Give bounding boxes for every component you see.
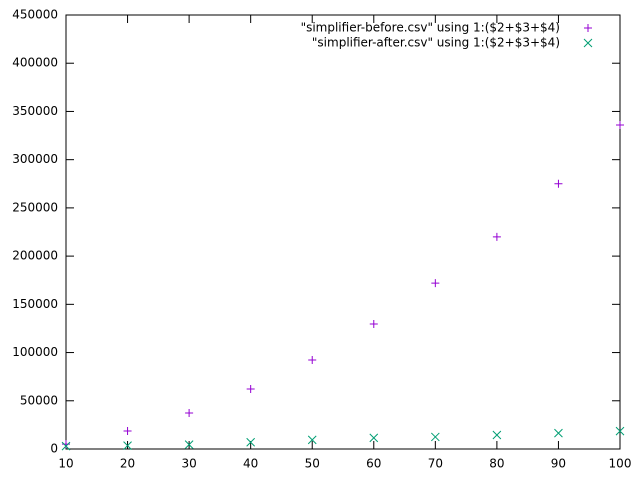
point [431, 279, 440, 288]
y-tick-label: 300000 [12, 152, 58, 166]
x-tick-label: 80 [489, 457, 504, 471]
y-tick-label: 100000 [12, 345, 58, 359]
x-tick-label: 100 [609, 457, 632, 471]
x-tick-label: 90 [551, 457, 566, 471]
x-tick-label: 40 [243, 457, 258, 471]
y-tick-label: 200000 [12, 249, 58, 263]
x-tick-label: 20 [120, 457, 135, 471]
y-tick-label: 50000 [20, 393, 58, 407]
point [185, 409, 194, 418]
y-tick-label: 400000 [12, 56, 58, 70]
point [184, 440, 194, 450]
y-tick-label: 0 [50, 442, 58, 456]
point [616, 120, 624, 129]
legend-marker [583, 38, 593, 48]
point [123, 426, 132, 435]
point [554, 179, 563, 188]
point [61, 441, 71, 451]
point [246, 437, 256, 447]
point [615, 426, 625, 436]
point [307, 435, 317, 445]
point [123, 441, 132, 450]
plot-border [65, 14, 621, 450]
y-tick-label: 450000 [12, 8, 58, 22]
point [369, 320, 378, 329]
x-tick-label: 10 [58, 457, 73, 471]
legend-marker [584, 24, 592, 32]
point [492, 430, 502, 440]
point [308, 355, 317, 364]
point [554, 428, 563, 438]
x-tick-label: 70 [428, 457, 443, 471]
legend-label: "simplifier-before.csv" using 1:($2+$3+$… [301, 21, 560, 35]
x-tick-label: 30 [181, 457, 196, 471]
y-tick-label: 150000 [12, 297, 58, 311]
y-tick-label: 350000 [12, 104, 58, 118]
y-tick-label: 250000 [12, 200, 58, 214]
point [492, 232, 501, 241]
x-tick-label: 60 [366, 457, 381, 471]
point [369, 433, 379, 443]
point [430, 432, 440, 442]
point [62, 440, 70, 449]
legend-label: "simplifier-after.csv" using 1:($2+$3+$4… [312, 36, 560, 50]
point [246, 385, 255, 394]
x-tick-label: 50 [305, 457, 320, 471]
